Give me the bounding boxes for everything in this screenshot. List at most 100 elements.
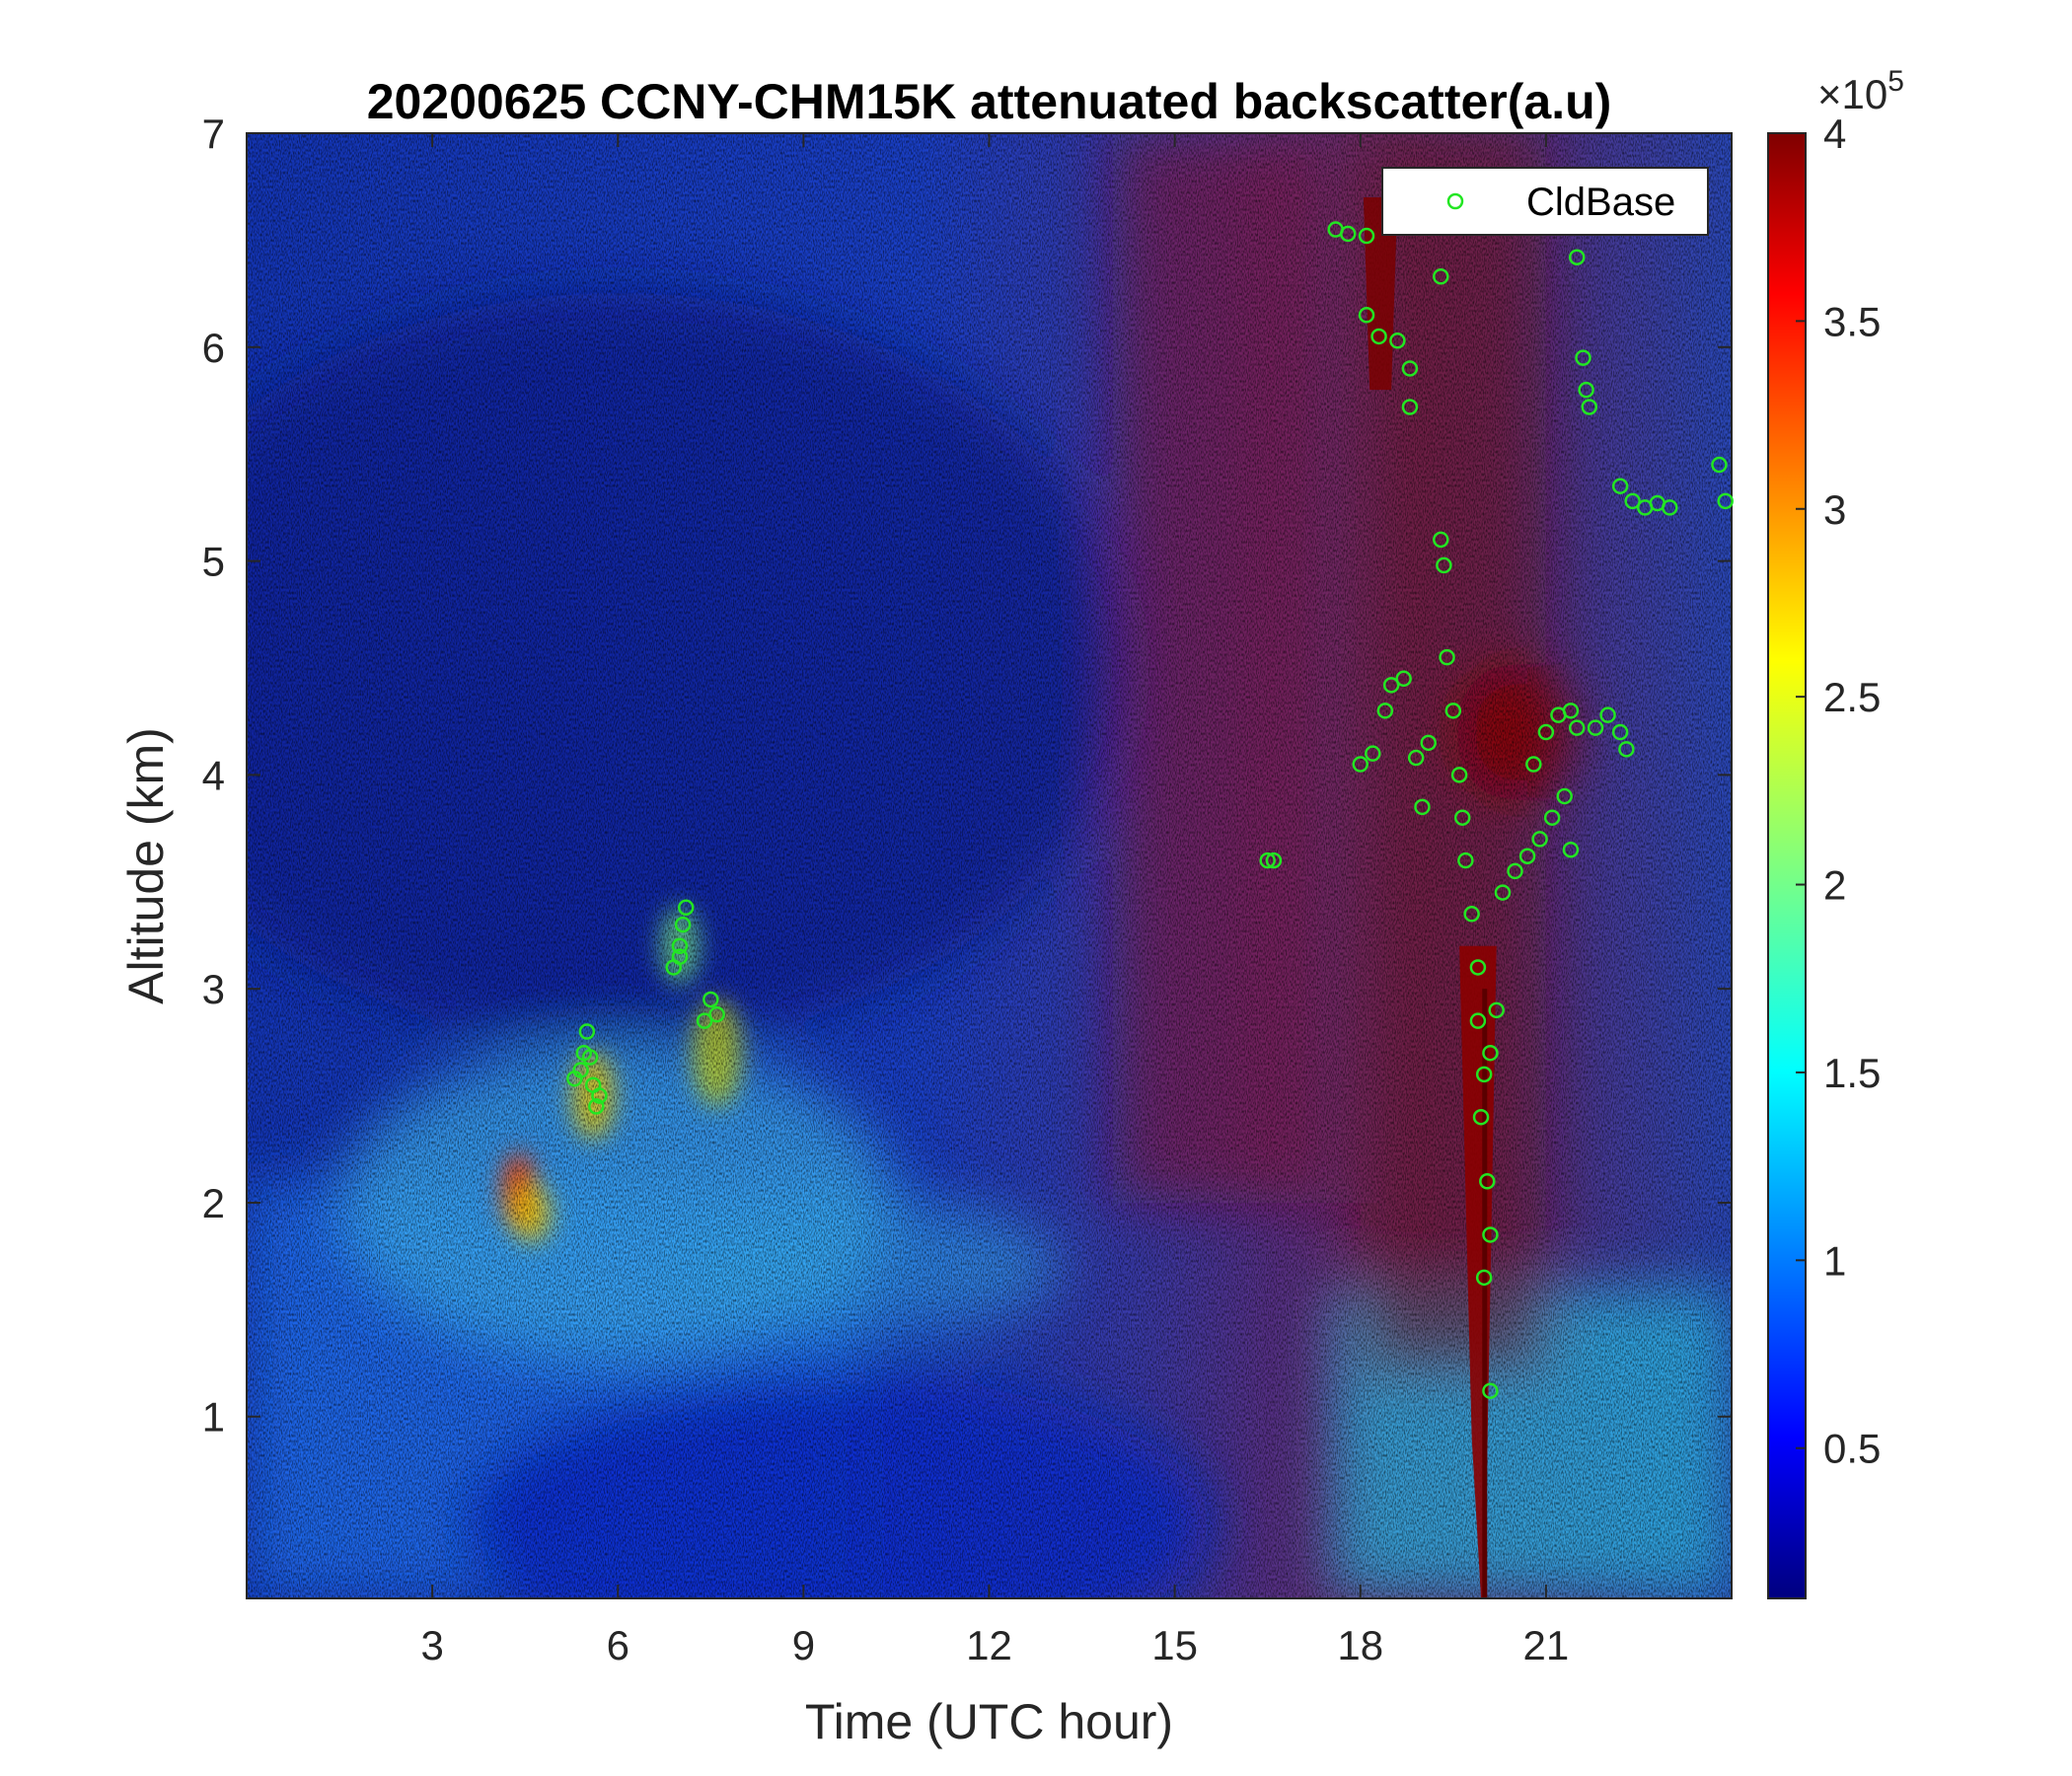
- cldbase-point: [1587, 719, 1604, 736]
- legend: CldBase: [1381, 167, 1709, 236]
- cldbase-point: [1259, 851, 1276, 869]
- cldbase-point: [677, 899, 695, 917]
- cldbase-point: [1453, 809, 1471, 826]
- cldbase-point: [1439, 648, 1455, 666]
- cldbase-point: [1488, 1001, 1505, 1019]
- cldbase-point: [1433, 267, 1449, 285]
- cldbase-point: [1711, 456, 1728, 474]
- cloud-column: [1459, 945, 1497, 1598]
- colorbar-tick-label: 1: [1823, 1237, 1846, 1284]
- cldbase-point: [1562, 703, 1580, 719]
- y-tick-label: 5: [202, 539, 225, 585]
- cldbase-point: [1414, 798, 1431, 816]
- colorbar-tick-label: 3.5: [1823, 298, 1881, 344]
- cldbase-point: [1407, 749, 1425, 767]
- legend-box: [1381, 167, 1709, 236]
- y-tick-label: 2: [202, 1180, 225, 1226]
- cldbase-point: [581, 1049, 599, 1066]
- cldbase-point: [708, 1005, 725, 1023]
- cldbase-point: [1444, 703, 1462, 719]
- cldbase-point: [1450, 767, 1468, 783]
- cldbase-point: [1611, 723, 1629, 741]
- cldbase-point: [1352, 756, 1369, 773]
- colorbar: 0.5 1 1.5 2 2.5 3 3.5 4 ×105: [1767, 65, 1904, 1599]
- cldbase-point: [588, 1098, 605, 1115]
- cldbase-point: [1507, 862, 1523, 880]
- cldbase-point: [1624, 492, 1641, 510]
- cldbase-point: [1358, 307, 1375, 324]
- heatmap-noise: [247, 133, 1732, 1598]
- cldbase-point: [1370, 328, 1387, 345]
- colorbar-tick-label: 2: [1823, 862, 1846, 909]
- cldbase-point: [1611, 478, 1629, 494]
- colorbar-tick-label: 2.5: [1823, 674, 1881, 720]
- cldbase-point: [671, 948, 689, 965]
- cldbase-point: [1531, 831, 1548, 848]
- cldbase-point: [578, 1023, 596, 1040]
- colorbar-ticks: 0.5 1 1.5 2 2.5 3 3.5 4: [1796, 111, 1881, 1472]
- cldbase-point: [1401, 399, 1419, 415]
- cldbase-point: [1482, 1044, 1499, 1062]
- cldbase-point: [1395, 670, 1412, 688]
- x-tick-label: 21: [1523, 1622, 1570, 1668]
- cldbase-point: [1457, 851, 1474, 869]
- x-tick-label: 18: [1337, 1622, 1383, 1668]
- x-axis-label: Time (UTC hour): [805, 1694, 1173, 1749]
- x-tick-label: 6: [607, 1622, 629, 1668]
- cldbase-point: [1339, 225, 1357, 243]
- cldbase-point: [1575, 349, 1591, 366]
- cldbase-point: [1358, 227, 1375, 245]
- cldbase-point: [1556, 787, 1573, 805]
- x-tick-label: 15: [1151, 1622, 1198, 1668]
- x-tick-label: 3: [420, 1622, 443, 1668]
- cldbase-point: [1469, 959, 1487, 976]
- cldbase-point: [1578, 381, 1594, 399]
- y-axis-ticks: 1 2 3 4 5 6 7: [202, 111, 1732, 1441]
- colorbar-tick-label: 3: [1823, 486, 1846, 533]
- cloud-column-core: [1482, 989, 1488, 1598]
- cldbase-point: [1618, 741, 1635, 758]
- cldbase-point: [1475, 1066, 1493, 1083]
- cldbase-point: [1482, 1382, 1499, 1399]
- cldbase-point: [674, 916, 692, 933]
- cldbase-point: [1265, 851, 1283, 869]
- colorbar-tick-label: 4: [1823, 111, 1846, 157]
- cldbase-point: [1717, 492, 1734, 510]
- cldbase-point: [572, 1062, 589, 1078]
- cldbase-point: [1420, 734, 1437, 752]
- cldbase-series: [566, 221, 1734, 1399]
- cldbase-point: [696, 1012, 713, 1029]
- cldbase-point: [1525, 756, 1542, 773]
- cldbase-point: [1433, 531, 1449, 549]
- heatmap-streaks: [1363, 197, 1497, 1598]
- cldbase-point: [1562, 841, 1580, 858]
- cldbase-point: [1472, 1108, 1490, 1126]
- cldbase-point: [1537, 723, 1555, 741]
- y-axis-label: Altitude (km): [118, 727, 174, 1004]
- legend-marker-icon: [1446, 192, 1464, 210]
- cldbase-point: [1365, 745, 1381, 762]
- cldbase-point: [703, 991, 719, 1008]
- cldbase-point: [1376, 703, 1394, 719]
- legend-entry-cldbase: CldBase: [1526, 181, 1675, 224]
- cldbase-point: [1568, 719, 1586, 736]
- cldbase-point: [1469, 1012, 1487, 1029]
- x-tick-label: 9: [792, 1622, 815, 1668]
- cldbase-point: [1389, 333, 1406, 349]
- y-tick-label: 1: [202, 1394, 225, 1441]
- cldbase-point: [1494, 884, 1512, 901]
- colorbar-tick-label: 1.5: [1823, 1050, 1881, 1096]
- x-tick-label: 12: [966, 1622, 1012, 1668]
- plot-area: [247, 133, 1732, 1598]
- cldbase-point: [1482, 1226, 1499, 1243]
- cldbase-point: [671, 937, 689, 955]
- cldbase-point: [1581, 399, 1598, 415]
- y-tick-label: 6: [202, 325, 225, 371]
- y-tick-label: 3: [202, 966, 225, 1012]
- chart-title: 20200625 CCNY-CHM15K attenuated backscat…: [367, 74, 1612, 129]
- cldbase-point: [1543, 809, 1561, 826]
- cldbase-point: [1479, 1173, 1496, 1190]
- colorbar-gradient: [1767, 132, 1807, 1599]
- colorbar-exponent: ×105: [1817, 65, 1904, 117]
